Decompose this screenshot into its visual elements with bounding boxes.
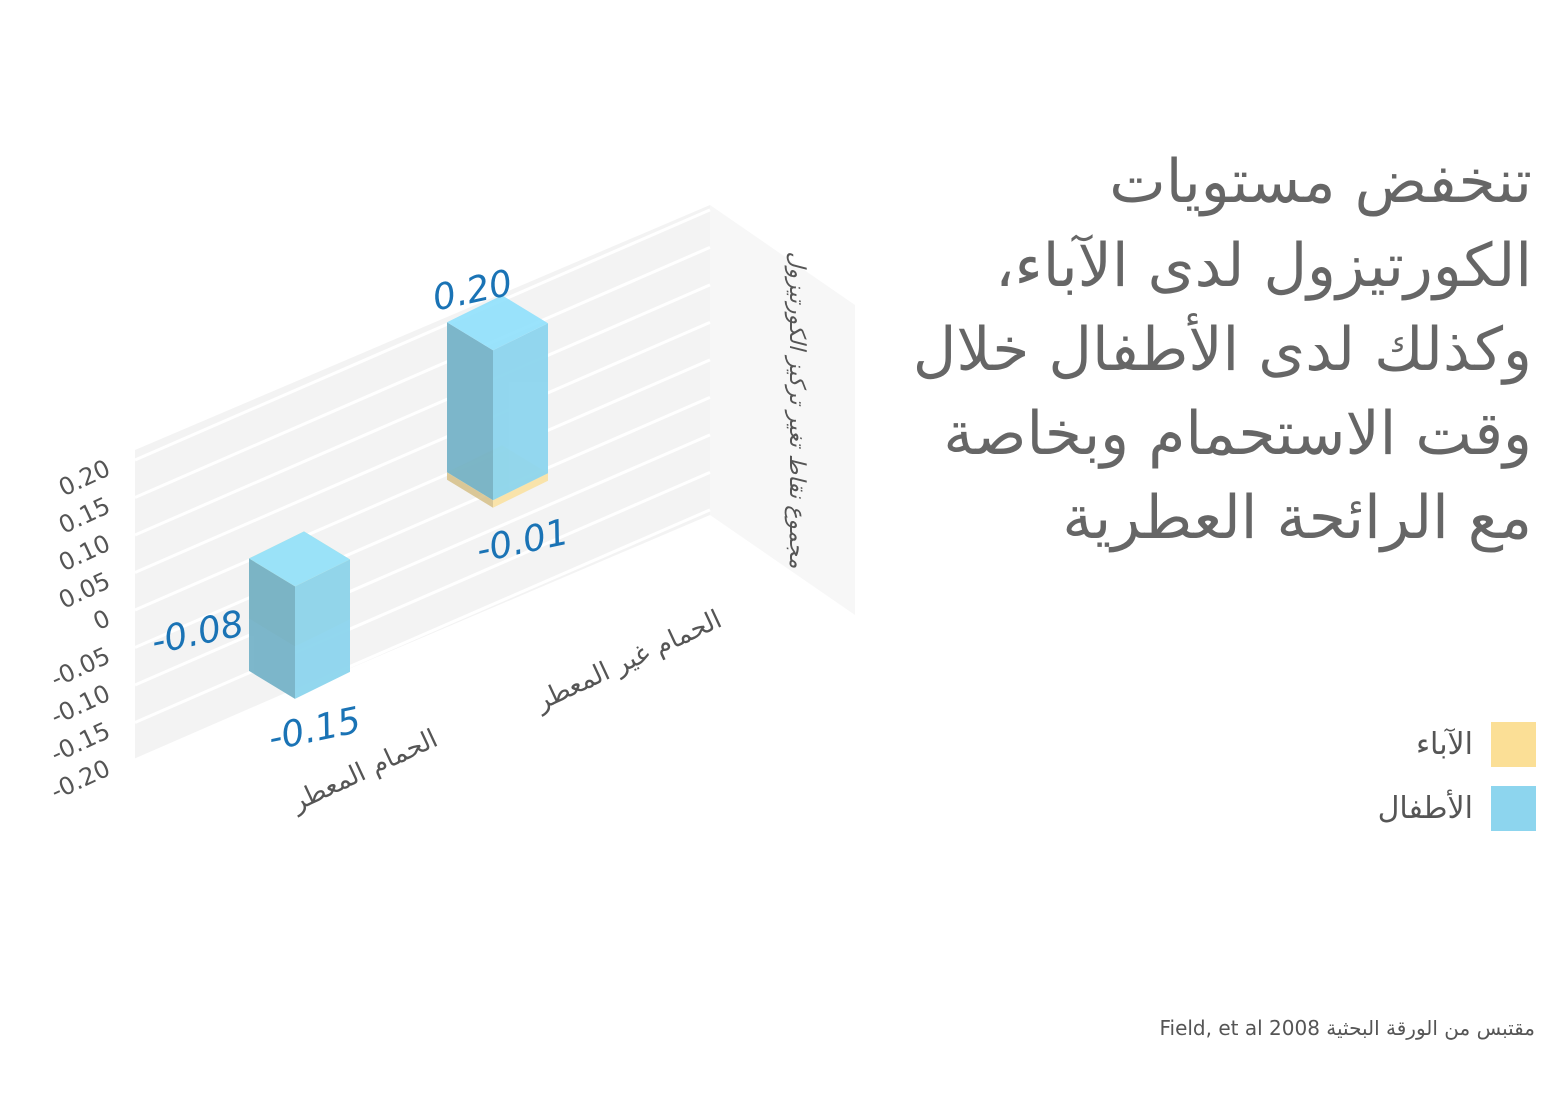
grid-line [134,470,711,724]
bars [249,295,548,699]
y-tick-label: 0 [89,604,115,636]
grid-line [134,508,711,762]
y-tick-label: 0.15 [54,492,114,540]
legend-swatch [1491,722,1536,767]
legend-label: الأطفال [1377,791,1473,826]
bar-right-face [493,323,548,501]
bar [249,531,350,699]
grid-line [134,320,711,574]
legend-item: الأطفال [1378,786,1536,831]
side-wall [710,205,855,615]
source-note: مقتبس من الورقة البحثية Field, et al 200… [1159,1016,1535,1040]
bar-top-face [249,531,350,587]
bar-left-face [249,558,295,699]
grid-line [134,283,711,537]
bar-right-face [295,559,350,699]
legend-item: الآباء [1416,722,1536,767]
bar-left-face [447,472,493,508]
x-tick-label: الحمام غير المعطر [529,605,726,718]
legend-swatch [1491,786,1536,831]
y-tick-label: 0.10 [54,529,114,577]
value-label: -0.15 [265,700,365,759]
grid-line [134,433,711,687]
grid-line [134,395,711,649]
y-axis-title: مجموع نقاط تغير تركيز الكورتيزول [784,252,809,569]
grid-line [134,245,711,499]
bar-right-face [493,473,548,508]
grid [134,208,711,762]
grid-line [134,358,711,612]
bar-left-face [447,322,493,501]
y-tick-label: 0.05 [54,567,114,615]
bar-top-face [447,295,548,351]
legend-label: الآباء [1415,727,1473,762]
bar [447,295,548,501]
grid-line [134,208,711,462]
chart-title: تنخفض مستويات الكورتيزول لدى الآباء، وكذ… [912,147,1532,553]
y-tick-label: 0.20 [54,454,114,502]
